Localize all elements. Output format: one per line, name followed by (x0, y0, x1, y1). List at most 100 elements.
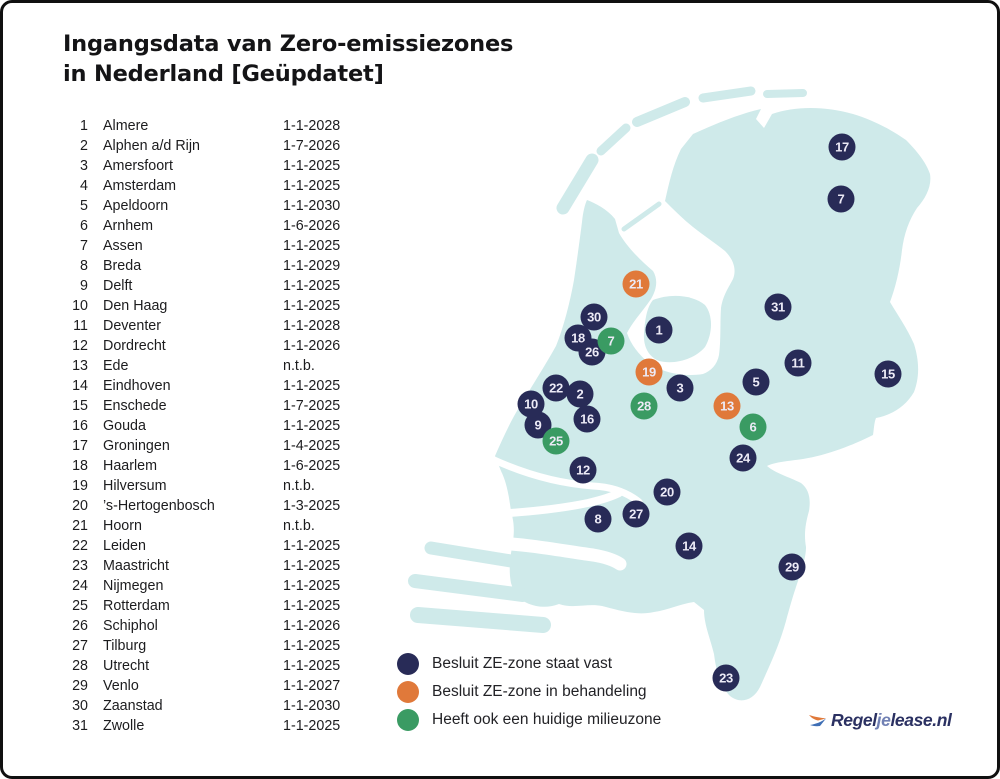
legend-swatch-circle (397, 653, 419, 675)
city-name: Amersfoort (103, 158, 173, 174)
city-name: Maastricht (103, 558, 169, 574)
map-flevoland (643, 295, 711, 363)
city-name: Enschede (103, 398, 167, 414)
city-name: Hoorn (103, 518, 142, 534)
brand-logo[interactable]: Regeljelease.nl (808, 710, 952, 731)
city-name: Almere (103, 118, 149, 134)
map-strip-goeree (424, 541, 518, 568)
map-water-volkerak (491, 536, 627, 571)
city-row: 30 Zaanstad 1-1-2030 (63, 696, 340, 716)
city-row: 1 Almere 1-1-2028 (63, 116, 340, 136)
city-row: 25 Rotterdam 1-1-2025 (63, 596, 340, 616)
city-row: 15 Enschede 1-7-2025 (63, 396, 340, 416)
legend-item-vast: Besluit ZE-zone staat vast (397, 650, 661, 678)
city-date: 1-6-2025 (283, 458, 341, 474)
legend-item-behandeling: Besluit ZE-zone in behandeling (397, 678, 661, 706)
city-row: 27 Tilburg 1-1-2025 (63, 636, 340, 656)
city-row: 4 Amsterdam 1-1-2025 (63, 176, 340, 196)
page-title-line1: Ingangsdata van Zero-emissiezones (63, 31, 514, 57)
city-number: 5 (80, 198, 88, 214)
city-date: 1-4-2025 (283, 438, 341, 454)
city-row: 22 Leiden 1-1-2025 (63, 536, 340, 556)
map-strip-walcheren (408, 574, 530, 602)
city-date: 1-1-2025 (283, 578, 341, 594)
map-legend: Besluit ZE-zone staat vast Besluit ZE-zo… (397, 650, 661, 734)
page-title: Ingangsdata van Zero-emissiezones in Ned… (63, 29, 513, 89)
city-date: 1-1-2025 (283, 658, 341, 674)
city-name: Gouda (103, 418, 146, 434)
brand-logo-text: Regeljelease.nl (831, 710, 952, 731)
city-number: 10 (72, 298, 88, 314)
map-afsluitdijk (621, 201, 662, 232)
city-date: 1-1-2025 (283, 718, 341, 734)
city-name: Alphen a/d Rijn (103, 138, 200, 154)
city-row: 16 Gouda 1-1-2025 (63, 416, 340, 436)
city-date: 1-1-2028 (283, 118, 341, 134)
city-number: 1 (80, 118, 88, 134)
city-name: Groningen (103, 438, 170, 454)
map-mainland (495, 108, 931, 701)
city-row: 12 Dordrecht 1-1-2026 (63, 336, 340, 356)
city-list: 1 Almere 1-1-2028 2 Alphen a/d Rijn 1-7-… (63, 116, 340, 736)
city-number: 11 (73, 318, 88, 334)
city-date: 1-1-2027 (283, 678, 341, 694)
brand-logo-part3: lease.nl (890, 710, 952, 730)
brand-logo-part1: Regel (831, 710, 877, 730)
city-date: 1-1-2026 (283, 338, 341, 354)
city-number: 19 (72, 478, 88, 494)
brand-arrow-icon (809, 714, 826, 726)
city-row: 18 Haarlem 1-6-2025 (63, 456, 340, 476)
city-date: 1-1-2025 (283, 558, 341, 574)
city-row: 13 Ede n.t.b. (63, 356, 340, 376)
city-row: 8 Breda 1-1-2029 (63, 256, 340, 276)
city-name: Hilversum (103, 478, 167, 494)
city-date: 1-1-2025 (283, 178, 341, 194)
city-date: 1-1-2030 (283, 698, 341, 714)
city-name: Arnhem (103, 218, 154, 234)
city-name: Zwolle (103, 718, 145, 734)
city-row: 28 Utrecht 1-1-2025 (63, 656, 340, 676)
city-number: 23 (72, 558, 88, 574)
city-date: 1-1-2025 (283, 598, 341, 614)
city-number: 24 (72, 578, 88, 594)
city-name: Delft (103, 278, 133, 294)
city-number: 2 (80, 138, 88, 154)
city-name: Apeldoorn (103, 198, 169, 214)
legend-label: Heeft ook een huidige milieuzone (432, 711, 662, 728)
map-river-hollandsdiep (491, 489, 623, 518)
city-number: 13 (72, 358, 88, 374)
city-row: 29 Venlo 1-1-2027 (63, 676, 340, 696)
city-number: 20 (72, 498, 88, 514)
city-date: n.t.b. (283, 518, 315, 534)
city-number: 17 (72, 438, 88, 454)
city-number: 7 (80, 238, 88, 254)
city-name: Ede (103, 358, 129, 374)
city-number: 6 (80, 218, 88, 234)
legend-swatch-circle (397, 709, 419, 731)
city-row: 9 Delft 1-1-2025 (63, 276, 340, 296)
city-name: Rotterdam (103, 598, 170, 614)
city-date: n.t.b. (283, 478, 315, 494)
city-number: 4 (80, 178, 88, 194)
city-name: Utrecht (103, 658, 150, 674)
city-name: Den Haag (103, 298, 168, 314)
city-number: 27 (72, 638, 88, 654)
city-name: Zaanstad (103, 698, 163, 714)
city-date: 1-1-2029 (283, 258, 341, 274)
city-name: ’s-Hertogenbosch (103, 498, 215, 514)
city-number: 8 (80, 258, 88, 274)
map-island-ameland (698, 86, 756, 103)
city-name: Assen (103, 238, 143, 254)
city-name: Venlo (103, 678, 139, 694)
city-name: Amsterdam (103, 178, 177, 194)
city-number: 30 (72, 698, 88, 714)
city-name: Haarlem (103, 458, 158, 474)
legend-item-milieuzone: Heeft ook een huidige milieuzone (397, 706, 661, 734)
map-island-terschelling (632, 97, 690, 127)
city-row: 23 Maastricht 1-1-2025 (63, 556, 340, 576)
map-island-schiermonnikoog (763, 89, 807, 98)
city-number: 15 (72, 398, 88, 414)
city-row: 26 Schiphol 1-1-2026 (63, 616, 340, 636)
city-row: 7 Assen 1-1-2025 (63, 236, 340, 256)
city-number: 25 (72, 598, 88, 614)
